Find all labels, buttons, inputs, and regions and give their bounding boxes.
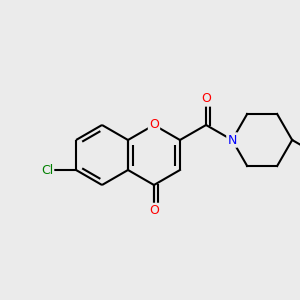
Text: N: N	[227, 134, 237, 146]
Text: O: O	[201, 92, 211, 105]
Text: O: O	[149, 204, 159, 217]
Text: Cl: Cl	[41, 164, 53, 176]
Text: O: O	[149, 118, 159, 131]
